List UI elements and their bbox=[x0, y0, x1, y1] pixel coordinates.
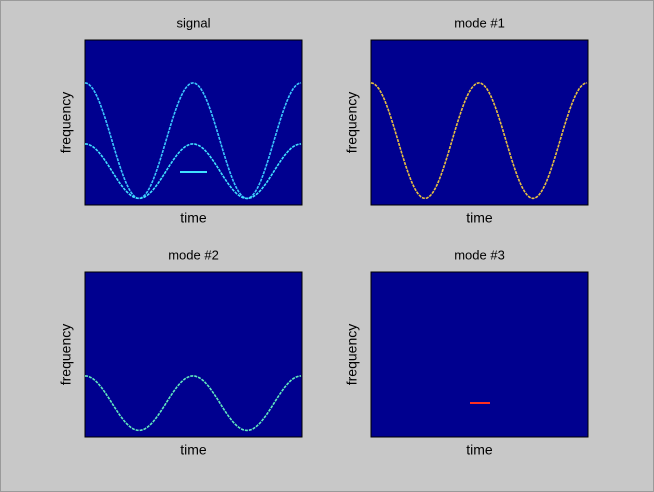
plot-area bbox=[84, 39, 303, 206]
y-axis-label: frequency bbox=[344, 92, 360, 153]
y-axis-label: frequency bbox=[58, 324, 74, 385]
ridge bbox=[84, 375, 302, 432]
x-axis-label: time bbox=[180, 210, 207, 226]
subplot: mode #1 time frequency bbox=[344, 15, 589, 226]
plot-area bbox=[84, 271, 303, 438]
ridge bbox=[84, 143, 302, 200]
y-axis-label: frequency bbox=[344, 324, 360, 385]
subplot-title: signal bbox=[177, 15, 211, 30]
subplot-title: mode #3 bbox=[454, 247, 505, 262]
x-axis-label: time bbox=[466, 210, 493, 226]
ridge bbox=[84, 82, 302, 200]
y-axis-label: frequency bbox=[58, 92, 74, 153]
ridge bbox=[370, 82, 588, 200]
subplot-title: mode #1 bbox=[454, 15, 505, 30]
subplot: signal time frequency bbox=[58, 15, 303, 226]
plot-area bbox=[370, 39, 589, 206]
x-axis-label: time bbox=[180, 442, 207, 458]
subplot-title: mode #2 bbox=[168, 247, 219, 262]
x-axis-label: time bbox=[466, 442, 493, 458]
plot-area bbox=[370, 271, 589, 438]
subplot: mode #3 time frequency bbox=[344, 247, 589, 458]
subplot: mode #2 time frequency bbox=[58, 247, 303, 458]
